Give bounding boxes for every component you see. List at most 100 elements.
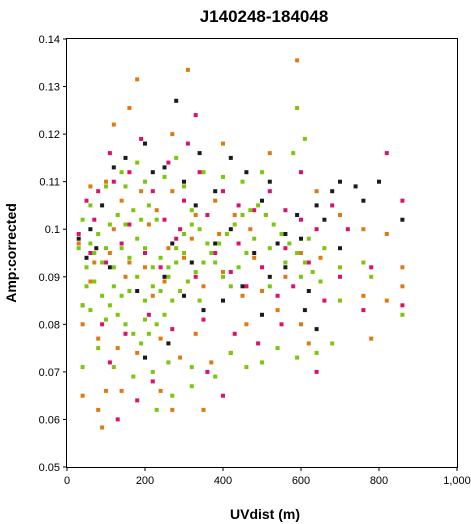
data-point — [88, 279, 93, 284]
data-point — [244, 322, 249, 327]
data-point — [135, 289, 140, 293]
data-point — [267, 189, 272, 194]
data-point — [299, 251, 303, 255]
data-point — [104, 388, 108, 393]
data-point — [158, 336, 163, 341]
data-point — [361, 198, 366, 203]
data-point — [96, 346, 101, 351]
data-point — [295, 106, 300, 110]
data-point — [295, 355, 300, 360]
data-point — [111, 122, 116, 127]
data-point — [158, 255, 163, 260]
data-point — [174, 246, 179, 251]
data-point — [96, 407, 101, 412]
data-point — [217, 241, 222, 246]
data-point — [92, 260, 97, 265]
series-2 — [76, 58, 405, 430]
data-point — [170, 189, 175, 194]
data-point — [119, 241, 124, 246]
x-axis-label: UVdist (m) — [230, 506, 300, 522]
data-point — [119, 246, 124, 251]
data-point — [182, 232, 186, 236]
data-point — [154, 217, 159, 222]
data-point — [306, 236, 311, 241]
data-point — [306, 289, 311, 293]
data-point — [115, 213, 120, 217]
data-point — [384, 151, 389, 156]
data-point — [158, 265, 163, 270]
data-point — [369, 274, 374, 279]
data-point — [232, 222, 237, 227]
data-point — [146, 312, 151, 317]
data-point — [92, 217, 97, 222]
data-point — [314, 327, 319, 332]
data-point — [154, 322, 159, 327]
data-point — [88, 251, 93, 255]
data-point — [189, 222, 194, 227]
data-point — [131, 374, 136, 379]
data-point — [252, 255, 257, 260]
data-point — [166, 160, 171, 165]
data-point — [221, 393, 225, 398]
data-point — [107, 360, 112, 365]
data-point — [400, 265, 405, 270]
data-point — [232, 213, 237, 217]
data-point — [322, 246, 327, 251]
data-point — [279, 322, 284, 327]
y-tick-label: 0.1 — [45, 224, 60, 236]
data-point — [174, 155, 179, 160]
data-point — [115, 346, 120, 351]
data-point — [252, 236, 257, 241]
data-point — [135, 350, 140, 355]
data-point — [162, 274, 167, 279]
x-tick-label: 200 — [136, 475, 154, 487]
data-point — [330, 341, 335, 346]
data-point — [384, 232, 389, 236]
data-point — [299, 236, 303, 241]
data-point — [123, 184, 128, 189]
data-point — [182, 184, 186, 189]
data-point — [143, 317, 147, 322]
series-1 — [76, 113, 405, 422]
data-point — [131, 208, 136, 213]
data-point — [267, 284, 272, 289]
data-point — [377, 179, 381, 184]
data-point — [295, 251, 300, 255]
data-point — [135, 77, 140, 82]
data-point — [267, 179, 272, 184]
data-point — [299, 217, 303, 222]
data-point — [143, 355, 147, 360]
data-point — [139, 217, 144, 222]
data-point — [80, 393, 85, 398]
data-point — [158, 289, 163, 293]
data-point — [201, 407, 206, 412]
data-point — [76, 241, 81, 246]
data-point — [88, 241, 93, 246]
data-point — [361, 308, 366, 313]
data-point — [283, 260, 288, 265]
data-point — [248, 227, 253, 232]
data-point — [400, 217, 405, 222]
data-point — [189, 365, 194, 370]
data-point — [197, 170, 202, 175]
data-point — [143, 298, 147, 303]
data-point — [267, 246, 272, 251]
data-point — [166, 360, 171, 365]
data-point — [299, 170, 303, 175]
data-point — [178, 227, 183, 232]
data-point — [115, 312, 120, 317]
data-point — [150, 293, 155, 298]
data-point — [170, 241, 175, 246]
data-point — [201, 308, 206, 313]
data-point — [232, 331, 237, 336]
data-point — [143, 141, 147, 146]
data-point — [197, 151, 202, 156]
data-point — [197, 227, 202, 232]
data-point — [189, 260, 194, 265]
data-point — [260, 265, 264, 270]
data-point — [139, 341, 144, 346]
data-point — [221, 298, 225, 303]
data-point — [361, 260, 366, 265]
data-point — [84, 284, 89, 289]
data-point — [107, 303, 112, 308]
